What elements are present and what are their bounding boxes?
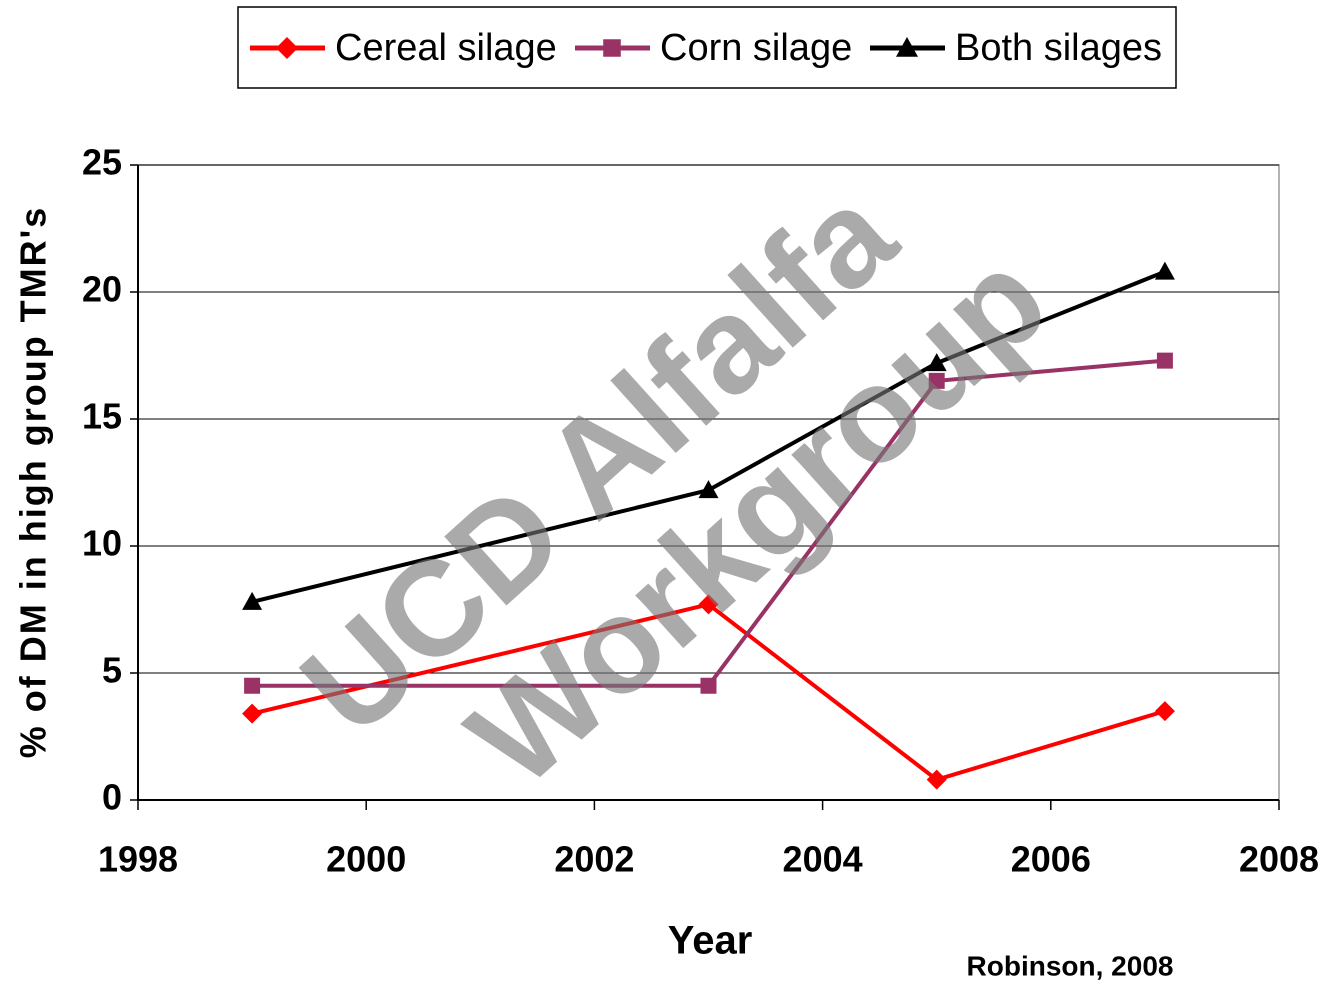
marker — [928, 372, 945, 389]
marker — [698, 480, 719, 499]
series-line — [252, 358, 1166, 688]
x-tick-label: 2000 — [326, 839, 406, 880]
y-tick-label: 0 — [102, 777, 122, 818]
x-tick-label: 1998 — [98, 839, 178, 880]
x-tick-label: 2004 — [783, 839, 863, 880]
series-line — [251, 269, 1166, 604]
x-tick-label: 2006 — [1011, 839, 1091, 880]
x-tick-label: 2008 — [1239, 839, 1319, 880]
legend-label: Corn silage — [660, 27, 852, 69]
series-line — [251, 602, 1166, 782]
y-axis-label: % of DM in high group TMR's — [13, 206, 54, 758]
marker — [926, 769, 947, 790]
y-tick-label: 20 — [82, 269, 122, 310]
marker — [244, 677, 261, 694]
legend-label: Cereal silage — [335, 27, 557, 69]
marker — [276, 37, 298, 59]
x-tick-label: 2002 — [554, 839, 634, 880]
source-note: Robinson, 2008 — [967, 950, 1174, 981]
marker — [603, 39, 621, 57]
marker — [896, 37, 918, 57]
y-tick-label: 5 — [102, 650, 122, 691]
y-tick-label: 15 — [82, 396, 122, 437]
marker — [1154, 701, 1175, 722]
legend-label: Both silages — [955, 27, 1162, 69]
x-axis-label: Year — [668, 919, 753, 963]
legend-box — [237, 6, 1177, 89]
marker — [1156, 352, 1173, 369]
marker — [242, 703, 263, 724]
y-tick-label: 10 — [82, 523, 122, 564]
marker — [926, 353, 947, 372]
marker — [242, 591, 263, 610]
marker — [1154, 261, 1175, 280]
y-tick-label: 25 — [82, 142, 122, 183]
marker — [698, 594, 719, 615]
marker — [700, 677, 717, 694]
